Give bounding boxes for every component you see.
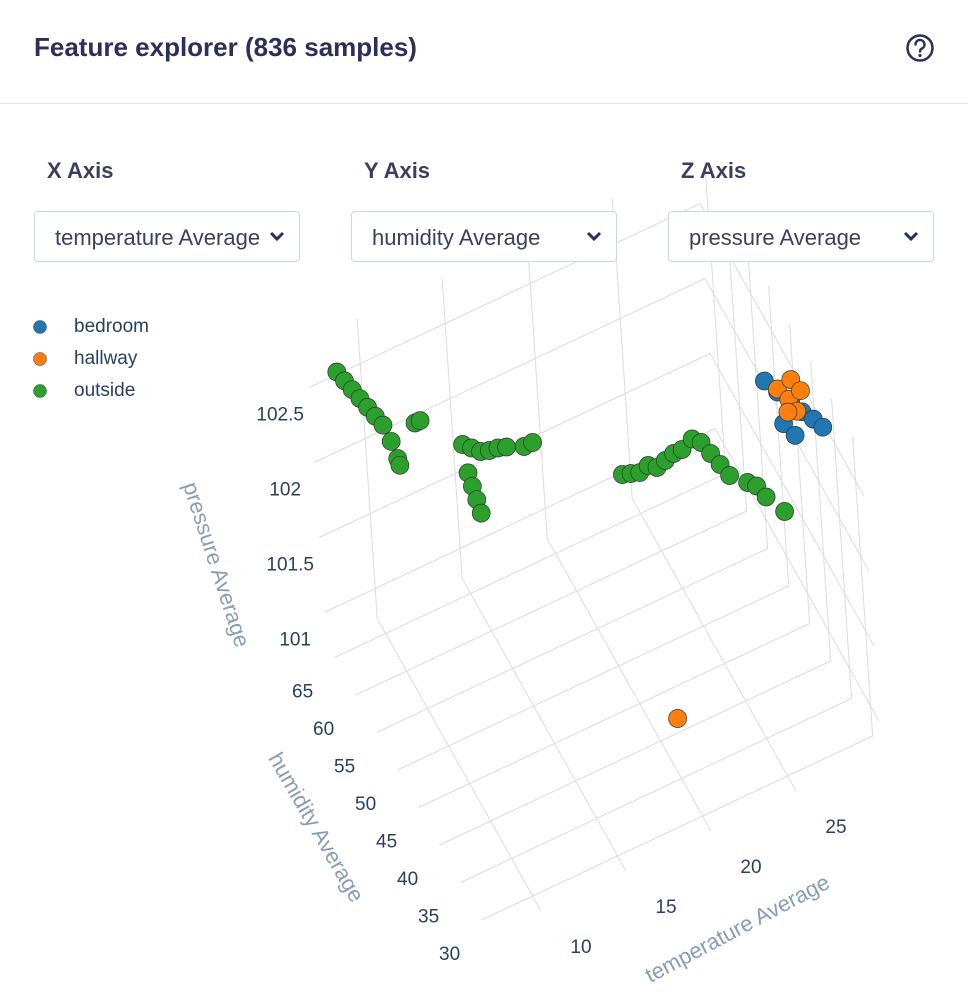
tick-label: 55	[334, 757, 355, 778]
chevron	[269, 231, 285, 242]
tick-label: 10	[570, 937, 591, 958]
tick-label: 20	[740, 857, 761, 878]
point	[381, 432, 401, 451]
legend-label: hallway	[74, 348, 138, 369]
tick-label: 60	[313, 719, 334, 740]
point	[410, 411, 430, 430]
grid-line	[356, 318, 378, 619]
point	[813, 417, 833, 437]
point	[720, 466, 739, 485]
grid-line	[768, 285, 790, 587]
grid-line	[376, 618, 542, 912]
tick-label: 15	[655, 897, 676, 918]
grid-line	[308, 203, 701, 388]
point	[373, 415, 393, 435]
axis-title: temperature Average	[641, 869, 834, 987]
select-value: temperature Average	[55, 225, 261, 250]
grid-line	[852, 435, 874, 737]
point	[471, 503, 491, 523]
axis-select[interactable]: pressure Average	[668, 211, 934, 262]
tick-label: 101.5	[266, 555, 314, 576]
grid-line	[418, 623, 810, 808]
legend-marker	[33, 384, 47, 398]
tick-label: 30	[439, 944, 460, 965]
tick-label: 101	[279, 630, 311, 651]
tick-label: 25	[825, 817, 846, 838]
legend-label: outside	[74, 380, 135, 401]
header: Feature explorer (836 samples)	[0, 0, 968, 104]
grid-line	[355, 510, 747, 696]
chevron	[586, 231, 602, 242]
tick-label: 40	[397, 869, 418, 890]
grid-line	[441, 278, 463, 579]
point	[775, 502, 794, 521]
select-value: humidity Average	[372, 225, 541, 250]
axis-select[interactable]: temperature Average	[34, 211, 300, 262]
axis-title: pressure Average	[178, 479, 255, 650]
select-value: pressure Average	[689, 225, 862, 250]
axis-label: X Axis	[47, 158, 114, 183]
point	[497, 437, 516, 457]
chevron	[903, 231, 919, 242]
axis-label: Y Axis	[364, 158, 431, 183]
tick-label: 102.5	[256, 405, 304, 426]
grid-line	[709, 353, 875, 647]
grid-line	[461, 578, 627, 872]
point	[668, 709, 687, 728]
tick-label: 65	[292, 682, 313, 703]
grid-line	[460, 698, 852, 883]
axis-select[interactable]: humidity Average	[351, 211, 617, 262]
legend-marker	[33, 320, 47, 334]
point	[523, 433, 542, 452]
grid-line	[439, 660, 831, 846]
tick-label: 45	[376, 832, 397, 853]
point	[756, 487, 776, 507]
help-icon[interactable]	[905, 33, 935, 63]
grid-line	[323, 428, 716, 613]
grid-line	[526, 238, 548, 539]
point	[785, 426, 805, 445]
grid-line	[631, 498, 797, 792]
tick-label: 50	[355, 794, 376, 815]
tick-label: 35	[418, 907, 439, 928]
point	[791, 381, 810, 401]
grid-line	[546, 538, 712, 832]
grid-line	[831, 398, 853, 699]
tick-label: 102	[269, 480, 301, 501]
grid-line	[376, 548, 768, 733]
grid-line	[334, 473, 726, 658]
grid-line	[313, 278, 706, 463]
point	[390, 455, 410, 475]
point	[778, 402, 798, 422]
legend-label: bedroom	[74, 316, 149, 337]
grid-line	[481, 735, 873, 921]
grid-line	[397, 585, 789, 771]
legend-marker	[33, 352, 47, 366]
title: Feature explorer (836 samples)	[34, 32, 417, 62]
axis-label: Z Axis	[681, 158, 747, 183]
